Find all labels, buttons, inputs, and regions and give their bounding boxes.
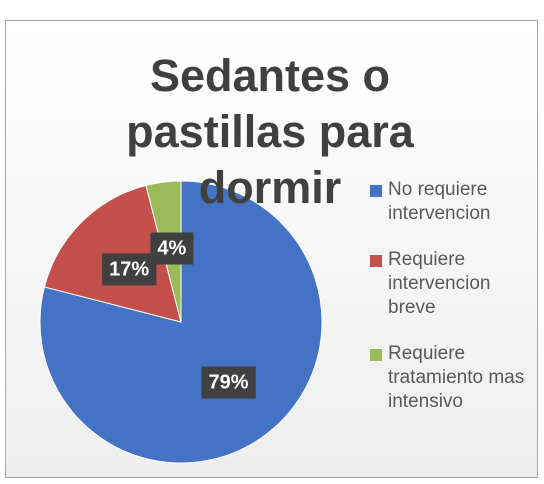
- legend-label: Requiere intervencion breve: [388, 249, 491, 318]
- legend-label: Requiere tratamiento mas intensivo: [388, 343, 525, 412]
- data-label: 17%: [109, 258, 149, 280]
- legend-item: No requiere intervencion: [370, 178, 530, 226]
- data-label-box: [150, 232, 194, 265]
- legend-item: Requiere tratamiento mas intensivo: [370, 342, 530, 414]
- legend-item: Requiere intervencion breve: [370, 248, 530, 320]
- data-label-box: [201, 366, 256, 399]
- data-label: 79%: [209, 372, 249, 394]
- data-label-box: [102, 253, 157, 286]
- legend: No requiere intervencion Requiere interve…: [370, 178, 530, 436]
- legend-swatch: [370, 255, 382, 267]
- chart-title: Sedantes o pastillas para dormir: [126, 50, 414, 213]
- legend-label: No requiere intervencion: [388, 179, 491, 224]
- legend-swatch: [370, 349, 382, 361]
- data-label: 4%: [157, 238, 186, 260]
- legend-swatch: [370, 185, 382, 197]
